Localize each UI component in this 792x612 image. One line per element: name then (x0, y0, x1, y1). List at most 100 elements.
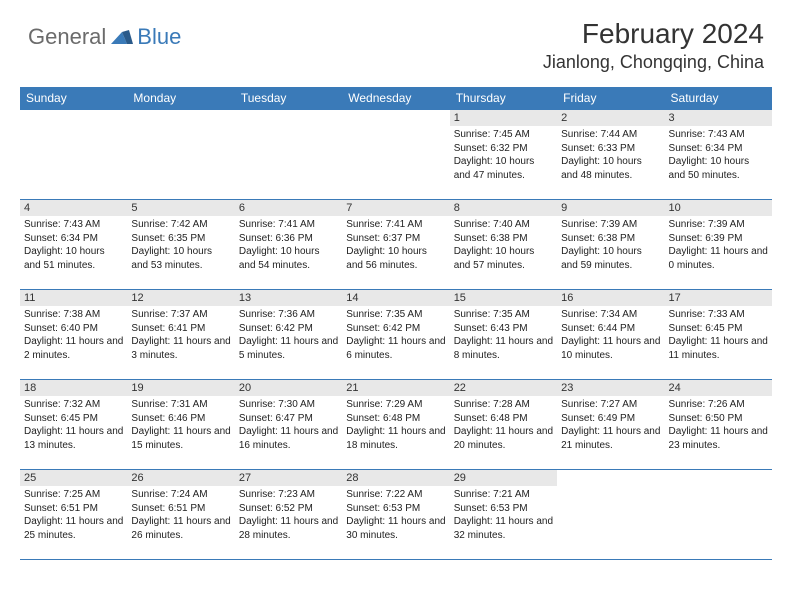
day-number: 22 (450, 380, 557, 396)
calendar-day-cell: 11Sunrise: 7:38 AMSunset: 6:40 PMDayligh… (20, 290, 127, 380)
day-number: 25 (20, 470, 127, 486)
calendar-day-cell: 25Sunrise: 7:25 AMSunset: 6:51 PMDayligh… (20, 470, 127, 560)
calendar-day-cell: 23Sunrise: 7:27 AMSunset: 6:49 PMDayligh… (557, 380, 664, 470)
calendar-week-row: 4Sunrise: 7:43 AMSunset: 6:34 PMDaylight… (20, 200, 772, 290)
logo-mark-icon (111, 26, 133, 49)
calendar-day-cell: 8Sunrise: 7:40 AMSunset: 6:38 PMDaylight… (450, 200, 557, 290)
day-details: Sunrise: 7:39 AMSunset: 6:38 PMDaylight:… (557, 216, 664, 274)
day-number: 15 (450, 290, 557, 306)
calendar-day-cell: 7Sunrise: 7:41 AMSunset: 6:37 PMDaylight… (342, 200, 449, 290)
day-number: 17 (665, 290, 772, 306)
day-details: Sunrise: 7:34 AMSunset: 6:44 PMDaylight:… (557, 306, 664, 364)
calendar-day-cell: 16Sunrise: 7:34 AMSunset: 6:44 PMDayligh… (557, 290, 664, 380)
day-number (20, 110, 127, 126)
calendar-day-cell: 6Sunrise: 7:41 AMSunset: 6:36 PMDaylight… (235, 200, 342, 290)
calendar-day-cell: 24Sunrise: 7:26 AMSunset: 6:50 PMDayligh… (665, 380, 772, 470)
weekday-header: Monday (127, 87, 234, 110)
day-details: Sunrise: 7:30 AMSunset: 6:47 PMDaylight:… (235, 396, 342, 454)
day-number: 4 (20, 200, 127, 216)
day-number (665, 470, 772, 486)
day-details: Sunrise: 7:42 AMSunset: 6:35 PMDaylight:… (127, 216, 234, 274)
calendar-day-cell: 28Sunrise: 7:22 AMSunset: 6:53 PMDayligh… (342, 470, 449, 560)
day-details: Sunrise: 7:45 AMSunset: 6:32 PMDaylight:… (450, 126, 557, 184)
calendar-day-cell: 2Sunrise: 7:44 AMSunset: 6:33 PMDaylight… (557, 110, 664, 200)
day-number: 26 (127, 470, 234, 486)
day-number: 7 (342, 200, 449, 216)
page-title: February 2024 (543, 18, 764, 50)
calendar-day-cell: 12Sunrise: 7:37 AMSunset: 6:41 PMDayligh… (127, 290, 234, 380)
calendar-day-cell (342, 110, 449, 200)
weekday-header: Thursday (450, 87, 557, 110)
day-number: 27 (235, 470, 342, 486)
day-number: 9 (557, 200, 664, 216)
day-details: Sunrise: 7:35 AMSunset: 6:43 PMDaylight:… (450, 306, 557, 364)
calendar-header-row: SundayMondayTuesdayWednesdayThursdayFrid… (20, 87, 772, 110)
day-details: Sunrise: 7:40 AMSunset: 6:38 PMDaylight:… (450, 216, 557, 274)
calendar-day-cell: 22Sunrise: 7:28 AMSunset: 6:48 PMDayligh… (450, 380, 557, 470)
day-number: 14 (342, 290, 449, 306)
calendar-day-cell: 20Sunrise: 7:30 AMSunset: 6:47 PMDayligh… (235, 380, 342, 470)
day-details: Sunrise: 7:31 AMSunset: 6:46 PMDaylight:… (127, 396, 234, 454)
day-number: 6 (235, 200, 342, 216)
day-details: Sunrise: 7:36 AMSunset: 6:42 PMDaylight:… (235, 306, 342, 364)
day-number: 24 (665, 380, 772, 396)
calendar-day-cell: 17Sunrise: 7:33 AMSunset: 6:45 PMDayligh… (665, 290, 772, 380)
weekday-header: Sunday (20, 87, 127, 110)
day-details: Sunrise: 7:35 AMSunset: 6:42 PMDaylight:… (342, 306, 449, 364)
title-block: February 2024 Jianlong, Chongqing, China (543, 18, 764, 73)
day-details: Sunrise: 7:26 AMSunset: 6:50 PMDaylight:… (665, 396, 772, 454)
day-details: Sunrise: 7:28 AMSunset: 6:48 PMDaylight:… (450, 396, 557, 454)
day-details: Sunrise: 7:43 AMSunset: 6:34 PMDaylight:… (20, 216, 127, 274)
day-details: Sunrise: 7:32 AMSunset: 6:45 PMDaylight:… (20, 396, 127, 454)
header: General Blue February 2024 Jianlong, Cho… (0, 0, 792, 81)
day-details: Sunrise: 7:43 AMSunset: 6:34 PMDaylight:… (665, 126, 772, 184)
calendar-day-cell: 27Sunrise: 7:23 AMSunset: 6:52 PMDayligh… (235, 470, 342, 560)
day-number (235, 110, 342, 126)
calendar-week-row: 18Sunrise: 7:32 AMSunset: 6:45 PMDayligh… (20, 380, 772, 470)
logo-text-blue: Blue (137, 24, 181, 50)
calendar-day-cell (665, 470, 772, 560)
calendar-day-cell: 29Sunrise: 7:21 AMSunset: 6:53 PMDayligh… (450, 470, 557, 560)
day-number (342, 110, 449, 126)
day-details: Sunrise: 7:21 AMSunset: 6:53 PMDaylight:… (450, 486, 557, 544)
calendar-day-cell: 13Sunrise: 7:36 AMSunset: 6:42 PMDayligh… (235, 290, 342, 380)
calendar-day-cell: 3Sunrise: 7:43 AMSunset: 6:34 PMDaylight… (665, 110, 772, 200)
day-number: 29 (450, 470, 557, 486)
calendar-day-cell (20, 110, 127, 200)
day-number: 13 (235, 290, 342, 306)
calendar-week-row: 11Sunrise: 7:38 AMSunset: 6:40 PMDayligh… (20, 290, 772, 380)
day-number: 11 (20, 290, 127, 306)
calendar-day-cell (557, 470, 664, 560)
calendar-day-cell: 19Sunrise: 7:31 AMSunset: 6:46 PMDayligh… (127, 380, 234, 470)
calendar-week-row: 1Sunrise: 7:45 AMSunset: 6:32 PMDaylight… (20, 110, 772, 200)
calendar-table: SundayMondayTuesdayWednesdayThursdayFrid… (20, 87, 772, 560)
day-details: Sunrise: 7:27 AMSunset: 6:49 PMDaylight:… (557, 396, 664, 454)
day-number: 28 (342, 470, 449, 486)
day-number: 5 (127, 200, 234, 216)
day-details: Sunrise: 7:39 AMSunset: 6:39 PMDaylight:… (665, 216, 772, 274)
calendar-day-cell: 14Sunrise: 7:35 AMSunset: 6:42 PMDayligh… (342, 290, 449, 380)
calendar-day-cell: 4Sunrise: 7:43 AMSunset: 6:34 PMDaylight… (20, 200, 127, 290)
day-number (127, 110, 234, 126)
weekday-header: Tuesday (235, 87, 342, 110)
calendar-day-cell: 18Sunrise: 7:32 AMSunset: 6:45 PMDayligh… (20, 380, 127, 470)
weekday-header: Wednesday (342, 87, 449, 110)
day-details: Sunrise: 7:24 AMSunset: 6:51 PMDaylight:… (127, 486, 234, 544)
day-details: Sunrise: 7:29 AMSunset: 6:48 PMDaylight:… (342, 396, 449, 454)
calendar-day-cell: 15Sunrise: 7:35 AMSunset: 6:43 PMDayligh… (450, 290, 557, 380)
day-number: 3 (665, 110, 772, 126)
day-details: Sunrise: 7:37 AMSunset: 6:41 PMDaylight:… (127, 306, 234, 364)
calendar-day-cell: 5Sunrise: 7:42 AMSunset: 6:35 PMDaylight… (127, 200, 234, 290)
weekday-header: Saturday (665, 87, 772, 110)
day-details: Sunrise: 7:44 AMSunset: 6:33 PMDaylight:… (557, 126, 664, 184)
calendar-day-cell: 9Sunrise: 7:39 AMSunset: 6:38 PMDaylight… (557, 200, 664, 290)
calendar-day-cell: 26Sunrise: 7:24 AMSunset: 6:51 PMDayligh… (127, 470, 234, 560)
day-details: Sunrise: 7:22 AMSunset: 6:53 PMDaylight:… (342, 486, 449, 544)
day-number: 19 (127, 380, 234, 396)
day-number: 23 (557, 380, 664, 396)
location-label: Jianlong, Chongqing, China (543, 52, 764, 73)
logo-text-general: General (28, 24, 106, 50)
day-number: 12 (127, 290, 234, 306)
logo: General Blue (28, 24, 181, 50)
day-number: 18 (20, 380, 127, 396)
